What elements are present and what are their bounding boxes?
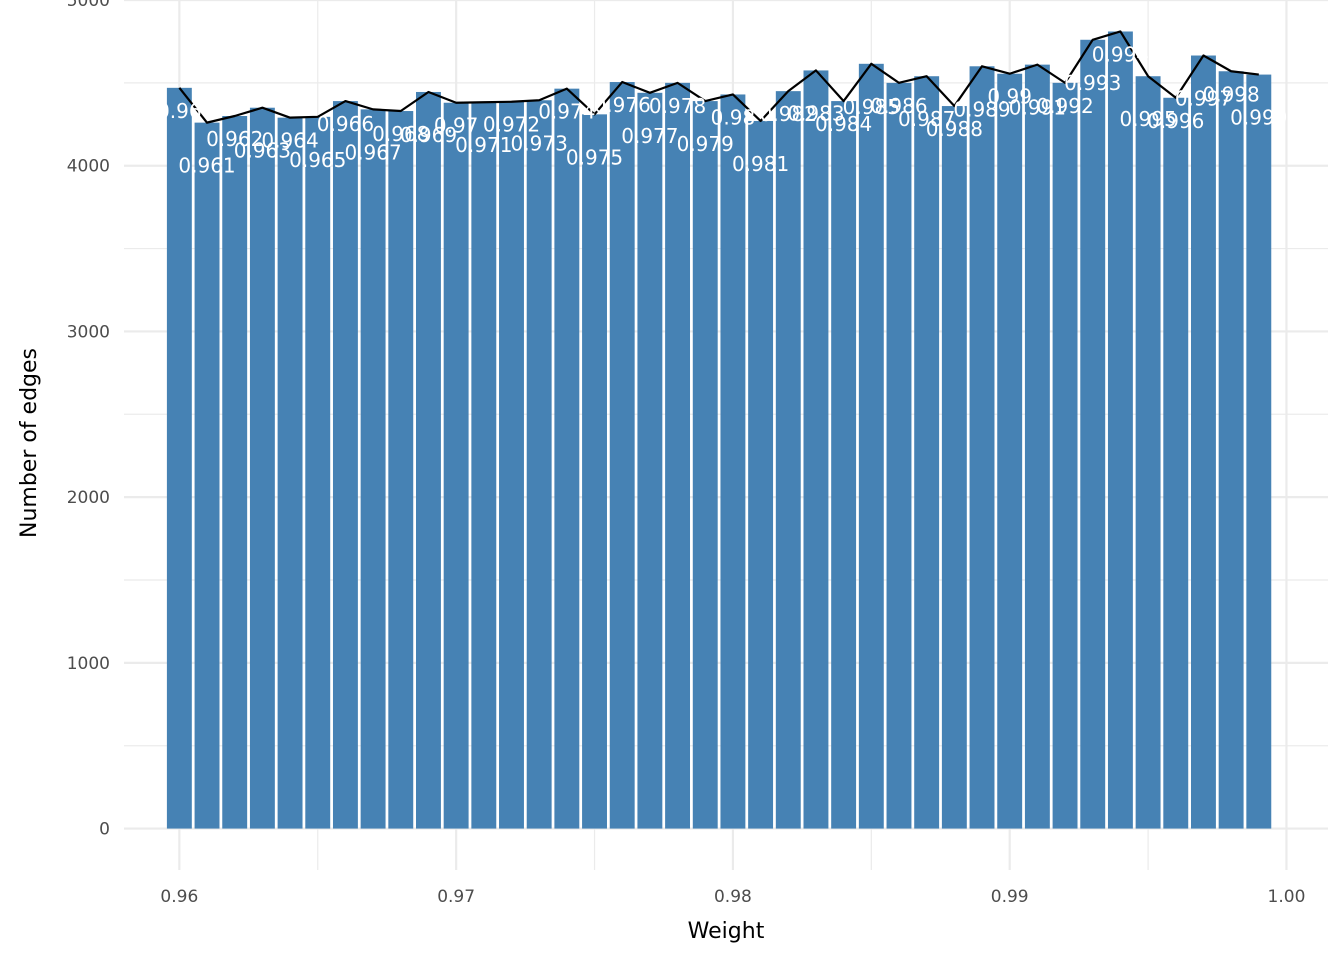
bar-label: 0.968 — [372, 122, 429, 146]
bar — [1107, 31, 1133, 829]
bar-label: 0.995 — [1119, 107, 1176, 131]
bar-label: 0.972 — [483, 113, 540, 137]
bar-label: 0.979 — [677, 132, 734, 156]
bar — [748, 120, 774, 829]
bar — [831, 101, 857, 829]
bar-label: 0.969 — [400, 123, 457, 147]
bar — [803, 70, 829, 829]
bars — [166, 31, 1272, 829]
x-axis-title: Weight — [688, 919, 765, 944]
bar — [692, 101, 718, 829]
bar — [554, 88, 580, 829]
bar-label: 0.986 — [870, 94, 927, 118]
bar — [665, 82, 691, 829]
bar-label: 0.981 — [732, 152, 789, 176]
bar — [914, 76, 940, 829]
bar-label: 0.96 — [157, 99, 202, 123]
bar-label: 0.989 — [953, 97, 1010, 121]
x-tick-label: 0.97 — [437, 887, 475, 907]
y-axis-tick-labels: 0 1000 2000 3000 4000 5000 — [67, 0, 110, 840]
bar-label: 0.988 — [926, 117, 983, 141]
bar-label: 0.965 — [289, 148, 346, 172]
bar — [858, 63, 884, 829]
y-tick-label: 5000 — [67, 0, 110, 11]
y-tick-label: 4000 — [67, 157, 110, 177]
bar-label: 0.993 — [1064, 71, 1121, 95]
bar-label: 0.976 — [594, 93, 651, 117]
y-tick-label: 2000 — [67, 488, 110, 508]
x-tick-label: 0.99 — [991, 887, 1029, 907]
bar — [277, 117, 303, 829]
bar — [1024, 64, 1050, 829]
bar-label: 0.961 — [178, 154, 235, 178]
bar — [443, 102, 469, 829]
bar — [1190, 55, 1216, 829]
x-tick-label: 1.00 — [1268, 887, 1306, 907]
bar-label: 0.997 — [1175, 87, 1232, 111]
bar — [416, 91, 441, 829]
bar — [305, 116, 331, 829]
bar-label: 0.975 — [566, 145, 623, 169]
bar-label: 0.962 — [206, 127, 263, 151]
bar — [637, 92, 663, 829]
bar — [1135, 76, 1161, 829]
bar — [720, 94, 746, 829]
bar — [499, 101, 524, 829]
bar-label: 0.991 — [1009, 96, 1066, 120]
bar-labels: 0.960.9610.9620.9630.9640.9650.9660.9670… — [157, 42, 1287, 177]
bar — [941, 106, 967, 829]
bar-label: 0.964 — [261, 129, 318, 153]
bar-label: 0.983 — [787, 101, 844, 125]
bar — [886, 82, 912, 829]
bar — [360, 109, 386, 829]
bar — [388, 111, 414, 829]
y-tick-label: 0 — [99, 820, 110, 840]
y-tick-label: 3000 — [67, 322, 110, 342]
bar — [582, 114, 607, 829]
x-tick-label: 0.98 — [714, 887, 752, 907]
bar-label: 0.977 — [621, 124, 678, 148]
bar-label: 0.973 — [511, 131, 568, 155]
bar — [249, 107, 275, 829]
bar-label: 0.994 — [1092, 42, 1149, 66]
bar-label: 0.98 — [711, 105, 756, 129]
bar — [332, 101, 358, 829]
bar-label: 0.992 — [1036, 94, 1093, 118]
bar-label: 0.974 — [538, 100, 595, 124]
bar-label: 0.999 — [1230, 106, 1287, 130]
y-tick-label: 1000 — [67, 654, 110, 674]
bar-label: 0.996 — [1147, 109, 1204, 133]
bar-label: 0.97 — [434, 114, 479, 138]
bar-label: 0.99 — [987, 85, 1032, 109]
x-axis-tick-labels: 0.96 0.97 0.98 0.99 1.00 — [160, 887, 1305, 907]
bar — [1246, 74, 1272, 829]
bar — [1163, 97, 1189, 829]
bar-label: 0.985 — [843, 95, 900, 119]
bar — [1080, 39, 1106, 829]
bar-label: 0.978 — [649, 94, 706, 118]
bar — [194, 122, 220, 829]
bar — [609, 82, 635, 829]
bar-label: 0.963 — [234, 139, 291, 163]
bar-label: 0.982 — [760, 102, 817, 126]
bar — [166, 87, 192, 829]
x-tick-label: 0.96 — [160, 887, 198, 907]
bar — [222, 116, 248, 829]
trend-line — [178, 30, 1259, 124]
bar-label: 0.967 — [344, 140, 401, 164]
bar-label: 0.998 — [1202, 82, 1259, 106]
bar — [1218, 71, 1244, 829]
bar — [775, 91, 801, 829]
bar-label: 0.987 — [898, 107, 955, 131]
bar — [471, 102, 497, 829]
bar — [969, 66, 995, 829]
bar — [1052, 82, 1078, 829]
bar — [526, 100, 552, 829]
bar-label: 0.984 — [815, 112, 872, 136]
bar — [997, 73, 1023, 829]
y-axis-title: Number of edges — [17, 348, 42, 538]
bar-label: 0.966 — [317, 112, 374, 136]
bar-label: 0.971 — [455, 133, 512, 157]
